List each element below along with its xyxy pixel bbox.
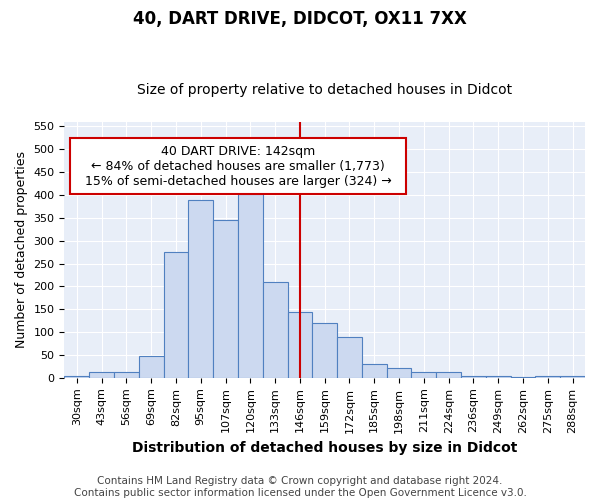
Bar xyxy=(362,364,386,378)
Y-axis label: Number of detached properties: Number of detached properties xyxy=(15,152,28,348)
Bar xyxy=(313,323,337,378)
Bar xyxy=(238,186,263,378)
Bar xyxy=(114,372,139,378)
Bar xyxy=(412,372,436,378)
Bar xyxy=(263,282,287,378)
Bar xyxy=(436,372,461,378)
Bar xyxy=(560,376,585,378)
Bar xyxy=(461,376,486,378)
Bar xyxy=(188,200,213,378)
Bar xyxy=(213,220,238,378)
Text: 40 DART DRIVE: 142sqm  
← 84% of detached houses are smaller (1,773)
  15% of se: 40 DART DRIVE: 142sqm ← 84% of detached … xyxy=(77,144,400,188)
Title: Size of property relative to detached houses in Didcot: Size of property relative to detached ho… xyxy=(137,83,512,97)
Bar xyxy=(287,312,313,378)
Bar xyxy=(164,252,188,378)
Bar xyxy=(64,376,89,378)
Bar xyxy=(139,356,164,378)
Bar xyxy=(337,336,362,378)
Bar xyxy=(89,372,114,378)
X-axis label: Distribution of detached houses by size in Didcot: Distribution of detached houses by size … xyxy=(132,441,517,455)
Bar xyxy=(511,377,535,378)
Text: 40, DART DRIVE, DIDCOT, OX11 7XX: 40, DART DRIVE, DIDCOT, OX11 7XX xyxy=(133,10,467,28)
Bar xyxy=(535,376,560,378)
Bar xyxy=(486,376,511,378)
Text: Contains HM Land Registry data © Crown copyright and database right 2024.
Contai: Contains HM Land Registry data © Crown c… xyxy=(74,476,526,498)
Bar xyxy=(386,368,412,378)
